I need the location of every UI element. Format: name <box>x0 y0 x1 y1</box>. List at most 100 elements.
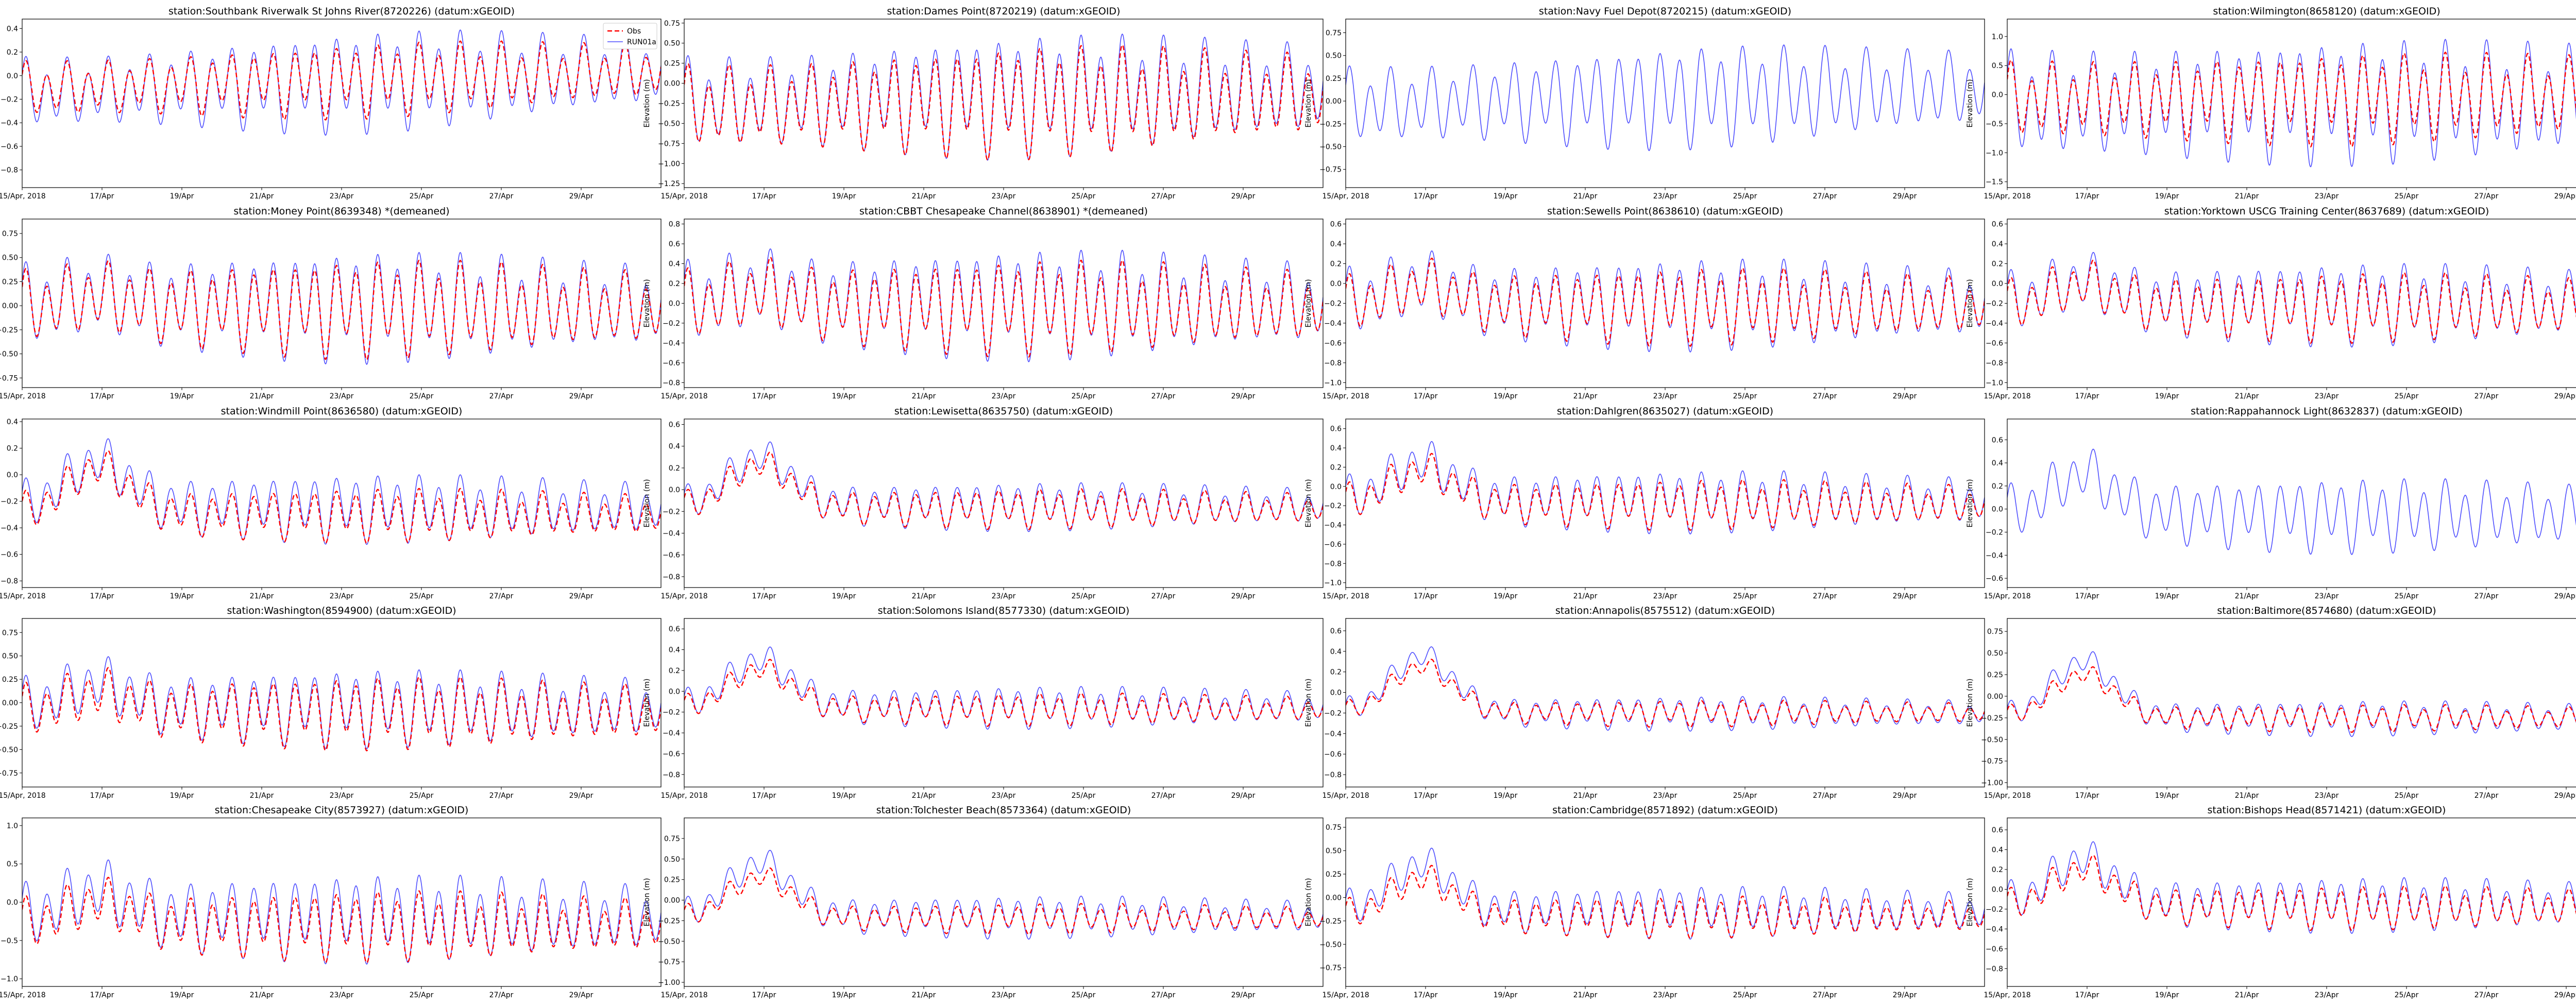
y-tick-label: 1.0 <box>7 822 18 830</box>
y-tick-label: 0.75 <box>664 20 680 28</box>
plot-area <box>22 19 661 188</box>
y-tick-label: 0.50 <box>664 856 680 864</box>
plot-area <box>22 219 661 388</box>
x-tick-label: 19/Apr <box>1494 592 1518 600</box>
x-tick-label: 25/Apr <box>1733 192 1757 200</box>
panel-title: station:Dames Point(8720219) (datum:xGEO… <box>887 6 1121 17</box>
x-tick-label: 25/Apr <box>410 192 434 200</box>
y-tick-label: 0.0 <box>7 899 18 907</box>
chart-panel-9: 0.4 0.2 0.0 −0.2 −0.4 −0.6 −0.8 15/Apr, 2018 17/… <box>0 406 662 600</box>
plot-frame <box>2007 219 2576 388</box>
y-tick-label: 0.00 <box>1326 97 1342 106</box>
y-tick-label: −0.25 <box>1981 714 2003 723</box>
x-tick-label: 15/Apr, 2018 <box>1984 792 2030 800</box>
y-tick-label: −0.5 <box>1986 120 2003 128</box>
y-axis-label: Elevation (m) <box>1304 79 1313 127</box>
y-tick-label: 0.4 <box>1330 240 1342 248</box>
y-tick-label: −0.25 <box>658 917 680 925</box>
x-tick-label: 15/Apr, 2018 <box>0 192 46 200</box>
y-tick-label: −0.2 <box>1986 300 2003 308</box>
y-tick-label: −0.4 <box>1986 925 2003 933</box>
x-tick-label: 19/Apr <box>832 192 856 200</box>
y-tick-label: 0.6 <box>1330 221 1342 229</box>
x-tick-label: 23/Apr <box>1653 592 1677 600</box>
y-tick-label: −0.4 <box>1 119 18 127</box>
panel-title: station:Bishops Head(8571421) (datum:xGE… <box>2208 805 2446 816</box>
x-tick-label: 21/Apr <box>2235 991 2259 999</box>
model-series-line <box>22 859 661 965</box>
x-tick-label: 15/Apr, 2018 <box>1322 192 1369 200</box>
chart-panel-18: 0.75 0.50 0.25 0.00 −0.25 −0.50 −0.75 −1.00 15/A… <box>643 805 1324 999</box>
x-tick-label: 27/Apr <box>2475 392 2499 400</box>
obs-series-line <box>1346 865 1985 939</box>
plot-frame <box>22 219 662 388</box>
x-tick-label: 21/Apr <box>1573 392 1598 400</box>
x-tick-label: 25/Apr <box>410 792 434 800</box>
x-tick-label: 25/Apr <box>1072 991 1096 999</box>
y-tick-label: −0.4 <box>1986 320 2003 328</box>
x-tick-label: 25/Apr <box>410 991 434 999</box>
y-tick-label: 0.25 <box>1987 671 2003 679</box>
x-tick-label: 27/Apr <box>1813 792 1837 800</box>
y-axis-label: Elevation (m) <box>1966 479 1974 527</box>
y-tick-label: 0.4 <box>7 418 18 426</box>
y-tick-label: −0.8 <box>1 577 18 585</box>
x-tick-label: 29/Apr <box>2554 392 2576 400</box>
y-tick-label: 0.75 <box>1326 29 1342 38</box>
x-tick-label: 15/Apr, 2018 <box>0 991 46 999</box>
y-tick-label: 0.25 <box>664 876 680 884</box>
y-tick-label: 0.6 <box>669 625 680 633</box>
obs-series-line <box>2007 666 2576 733</box>
y-tick-label: −0.75 <box>1319 166 1342 174</box>
x-tick-label: 25/Apr <box>2395 192 2419 200</box>
x-tick-label: 15/Apr, 2018 <box>1984 991 2030 999</box>
y-tick-label: 0.00 <box>1987 693 2003 701</box>
x-tick-label: 27/Apr <box>1151 592 1176 600</box>
x-tick-label: 23/Apr <box>992 792 1016 800</box>
x-tick-label: 25/Apr <box>2395 991 2419 999</box>
x-tick-label: 29/Apr <box>1231 991 1256 999</box>
legend-box <box>603 23 657 49</box>
x-tick-label: 25/Apr <box>2395 592 2419 600</box>
y-tick-label: 0.75 <box>2 629 18 637</box>
x-tick-label: 23/Apr <box>1653 192 1677 200</box>
panel-title: station:Dahlgren(8635027) (datum:xGEOID) <box>1557 406 1773 417</box>
y-axis-label: Elevation (m) <box>643 878 651 926</box>
x-tick-label: 23/Apr <box>330 392 354 400</box>
x-tick-label: 15/Apr, 2018 <box>0 392 46 400</box>
y-axis-label: Elevation (m) <box>1966 279 1974 327</box>
y-tick-label: −0.6 <box>663 551 680 560</box>
x-tick-label: 29/Apr <box>1231 592 1256 600</box>
panel-title: station:CBBT Chesapeake Channel(8638901)… <box>859 206 1148 217</box>
x-tick-label: 19/Apr <box>832 592 856 600</box>
x-tick-label: 17/Apr <box>752 392 776 400</box>
y-tick-label: 0.0 <box>1330 689 1342 697</box>
plot-frame <box>684 219 1324 388</box>
y-tick-label: −0.8 <box>1324 560 1342 568</box>
model-series-line <box>2007 448 2576 555</box>
plot-frame <box>1345 618 1985 788</box>
x-tick-label: 17/Apr <box>2075 192 2099 200</box>
chart-panel-2: 0.75 0.50 0.25 0.00 −0.25 −0.50 −0.75 −1.00 −1.2… <box>643 6 1324 200</box>
legend-model-label: RUN01a <box>627 38 656 46</box>
plot-frame <box>2007 418 2576 588</box>
y-tick-label: −0.2 <box>1 95 18 104</box>
y-tick-label: −0.2 <box>663 709 680 717</box>
x-tick-label: 15/Apr, 2018 <box>660 392 707 400</box>
panel-title: station:Rappahannock Light(8632837) (dat… <box>2191 406 2463 417</box>
y-tick-label: 0.50 <box>2 652 18 661</box>
y-tick-label: 0.75 <box>2 230 18 238</box>
y-tick-label: 0.4 <box>1330 444 1342 453</box>
plot-area <box>684 19 1323 188</box>
x-tick-label: 23/Apr <box>2315 592 2339 600</box>
y-tick-label: −0.4 <box>1324 730 1342 738</box>
x-tick-label: 17/Apr <box>2075 392 2099 400</box>
x-tick-label: 17/Apr <box>90 192 114 200</box>
chart-panel-15: 0.6 0.4 0.2 0.0 −0.2 −0.4 −0.6 −0.8 15/Apr, 2018… <box>1304 605 1985 800</box>
y-tick-label: −0.75 <box>1981 758 2003 766</box>
y-axis-label: Elevation (m) <box>1966 79 1974 127</box>
chart-panel-19: 0.75 0.50 0.25 0.00 −0.25 −0.50 −0.75 15/Apr, 2… <box>1304 805 1985 999</box>
x-tick-label: 27/Apr <box>2475 192 2499 200</box>
x-tick-label: 15/Apr, 2018 <box>1322 991 1369 999</box>
y-tick-label: 0.50 <box>664 40 680 48</box>
